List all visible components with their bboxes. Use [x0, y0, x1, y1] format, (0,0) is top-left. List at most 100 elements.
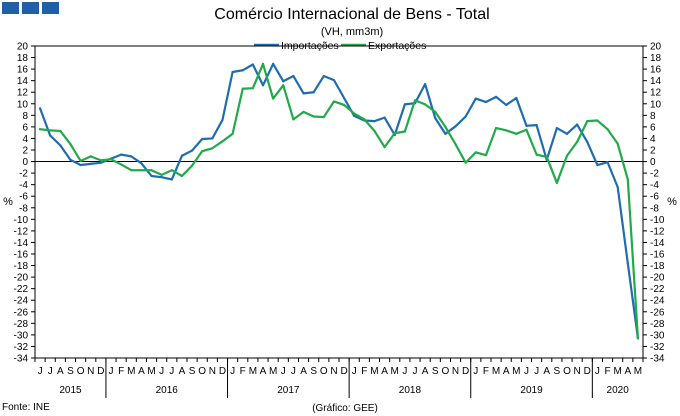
x-month-label: S [432, 366, 439, 377]
source-note: Fonte: INE [2, 402, 50, 413]
data-point-importacoes [312, 91, 315, 94]
x-month-label: S [189, 366, 196, 377]
x-month-label: J [48, 366, 53, 377]
data-point-exportacoes [120, 163, 123, 166]
data-point-importacoes [383, 116, 386, 119]
data-point-exportacoes [565, 154, 569, 157]
y-tick-label-right: 10 [650, 99, 662, 110]
y-tick-label-left: -4 [19, 180, 28, 191]
x-month-label: M [613, 366, 621, 377]
y-tick-label-left: -34 [14, 354, 29, 365]
y-tick-label-left: -18 [14, 261, 29, 272]
data-point-importacoes [59, 144, 62, 147]
y-tick-label-right: 14 [650, 76, 662, 87]
data-point-exportacoes [545, 155, 548, 159]
data-point-exportacoes [282, 84, 285, 87]
data-point-importacoes [525, 124, 528, 127]
data-point-importacoes [130, 155, 133, 158]
data-point-exportacoes [424, 103, 427, 106]
data-point-exportacoes [38, 128, 42, 131]
x-month-label: N [452, 366, 459, 377]
y-tick-label-left: 10 [17, 99, 29, 110]
data-point-importacoes [89, 162, 92, 165]
data-point-importacoes [606, 161, 609, 164]
y-tick-label-right: -4 [650, 180, 659, 191]
x-month-label: M [370, 366, 378, 377]
x-month-label: A [260, 366, 267, 377]
data-point-importacoes [190, 149, 194, 152]
data-point-exportacoes [69, 143, 72, 146]
data-point-exportacoes [109, 158, 113, 161]
x-month-label: F [483, 366, 489, 377]
data-point-importacoes [342, 96, 346, 100]
data-point-importacoes [170, 178, 173, 181]
data-point-exportacoes [505, 129, 508, 132]
y-tick-label-left: -20 [14, 273, 29, 284]
chart-title: Comércio Internacional de Bens - Total [214, 6, 489, 23]
y-tick-label-left: -6 [19, 192, 28, 203]
y-tick-label-right: -32 [650, 342, 665, 353]
y-tick-label-left: -30 [14, 330, 29, 341]
data-point-importacoes [434, 117, 437, 120]
y-tick-label-left: -22 [14, 284, 29, 295]
data-point-exportacoes [332, 100, 336, 103]
x-month-label: D [340, 366, 347, 377]
data-point-importacoes [160, 176, 163, 179]
data-point-exportacoes [312, 115, 315, 118]
y-tick-label-right: -24 [650, 296, 665, 307]
data-point-exportacoes [99, 159, 102, 162]
y-tick-label-right: 18 [650, 53, 662, 64]
data-point-exportacoes [383, 146, 386, 149]
x-year-label: 2015 [59, 385, 82, 396]
data-point-importacoes [261, 84, 265, 87]
data-point-exportacoes [586, 120, 589, 123]
y-tick-label-left: -24 [14, 296, 29, 307]
data-point-exportacoes [180, 174, 184, 178]
x-month-label: D [462, 366, 469, 377]
data-point-exportacoes [251, 87, 254, 90]
x-month-label: A [543, 366, 550, 377]
x-month-label: A [422, 366, 429, 377]
x-month-label: M [391, 366, 399, 377]
x-month-label: F [240, 366, 246, 377]
data-point-importacoes [302, 92, 305, 95]
y-tick-label-left: 0 [22, 157, 28, 168]
x-month-label: M [269, 366, 277, 377]
data-point-importacoes [150, 174, 153, 178]
x-month-label: A [179, 366, 186, 377]
x-month-label: O [320, 366, 328, 377]
y-tick-label-left: 2 [22, 146, 28, 157]
x-month-label: J [524, 366, 529, 377]
y-tick-label-right: -20 [650, 273, 665, 284]
data-point-importacoes [120, 153, 123, 156]
x-year-label: 2017 [277, 385, 300, 396]
data-point-importacoes [515, 96, 518, 100]
x-month-label: O [442, 366, 450, 377]
data-point-exportacoes [535, 153, 538, 156]
x-month-label: A [300, 366, 307, 377]
data-point-exportacoes [342, 103, 346, 107]
data-point-exportacoes [525, 128, 528, 131]
x-month-label: J [413, 366, 418, 377]
data-point-importacoes [241, 69, 244, 72]
x-month-label: J [281, 366, 286, 377]
data-point-importacoes [231, 70, 234, 74]
logo-block-2 [22, 2, 39, 14]
data-point-exportacoes [170, 169, 173, 172]
data-point-exportacoes [353, 112, 356, 115]
chart-subtitle: (VH, mm3m) [321, 26, 383, 38]
data-point-exportacoes [231, 132, 234, 135]
y-tick-label-right: -26 [650, 307, 665, 318]
x-month-label: M [127, 366, 135, 377]
data-point-exportacoes [140, 169, 143, 172]
y-tick-label-left: 6 [22, 122, 28, 133]
x-year-label: 2020 [607, 385, 630, 396]
data-point-exportacoes [49, 129, 52, 132]
y-tick-label-right: 16 [650, 65, 662, 76]
x-month-label: F [361, 366, 367, 377]
data-point-importacoes [535, 124, 538, 127]
y-tick-label-right: 2 [650, 146, 656, 157]
data-point-exportacoes [626, 178, 629, 181]
data-point-importacoes [484, 100, 488, 104]
x-month-label: J [169, 366, 174, 377]
